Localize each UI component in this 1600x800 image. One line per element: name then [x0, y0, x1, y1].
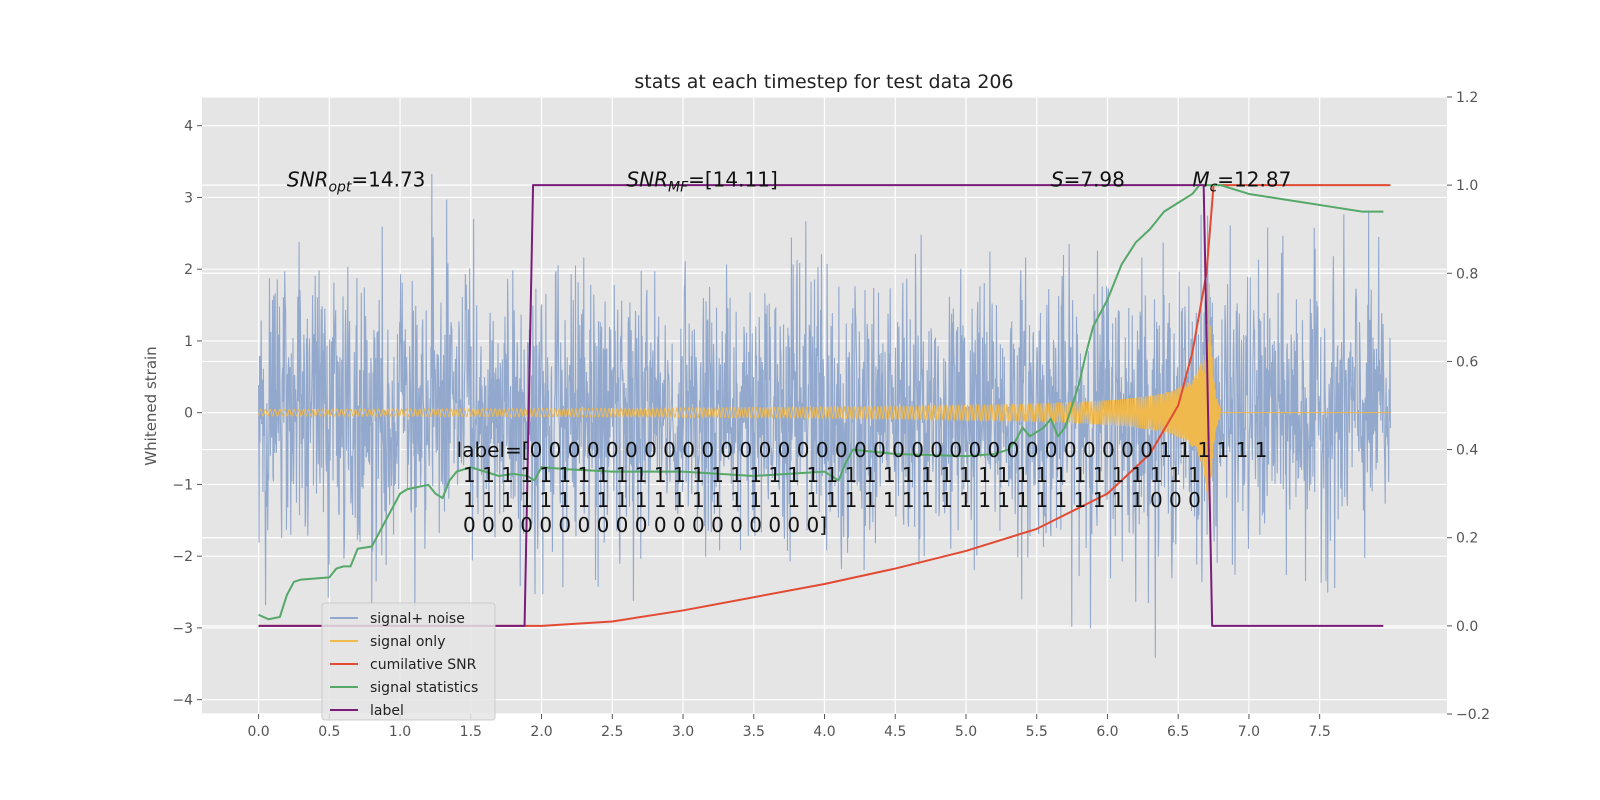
series-line-signal-statistics	[258, 184, 1384, 621]
y-axis-label: Whitened strain	[142, 346, 160, 465]
y-axis-ticks: −4 −3 −2 −1 0 1 2 3 4	[172, 119, 202, 709]
y-tick-label: −4	[172, 693, 193, 709]
x-tick-label: 4.0	[813, 724, 835, 740]
x-tick-label: 6.5	[1167, 724, 1189, 740]
y-tick-label: 0	[184, 406, 193, 422]
x-tick-label: 1.5	[460, 724, 482, 740]
x-tick-label: 3.5	[743, 724, 765, 740]
y-tick-label: −1	[172, 477, 193, 493]
x-tick-label: 3.0	[672, 724, 694, 740]
x-axis-ticks: 0.0 0.5 1.0 1.5 2.0 2.5 3.0 3.5 4.0 4.5 5.0 5.5 6.0 6…	[247, 714, 1331, 740]
series-line-cumilative-snr	[258, 184, 1391, 627]
series-signal-only	[258, 283, 1391, 523]
x-tick-label: 5.5	[1026, 724, 1048, 740]
legend: signal+ noise signal only cumilative SNR si…	[321, 602, 496, 721]
legend-label: signal+ noise	[370, 611, 465, 627]
x-tick-label: 5.0	[955, 724, 977, 740]
label-array-line: label=[0 0 0 0 0 0 0 0 0 0 0 0 0 0 0 0 0…	[457, 438, 1268, 462]
annotation-text: Mc=12.87	[1192, 168, 1291, 196]
x-tick-label: 7.0	[1238, 724, 1260, 740]
label-array-line: 1 1 1 1 1 1 1 1 1 1 1 1 1 1 1 1 1 1 1 1 …	[457, 463, 1201, 487]
annotations: SNRopt=14.73 SNRMF=[14.11] S=7.98 Mc=12.87 l…	[287, 168, 1291, 538]
series-signal-noise	[258, 173, 1391, 658]
x-tick-label: 2.5	[601, 724, 623, 740]
y2-tick-label: 0.0	[1456, 619, 1478, 635]
legend-label: cumilative SNR	[370, 657, 477, 673]
y2-axis-ticks: −0.2 0.0 0.2 0.4 0.6 0.8 1.0 1.2	[1447, 90, 1490, 723]
y-tick-label: −3	[172, 621, 193, 637]
annotation-text: SNRopt=14.73	[287, 168, 426, 196]
legend-label: label	[370, 703, 404, 719]
y-tick-label: 1	[184, 334, 193, 350]
y-tick-label: −2	[172, 549, 193, 565]
x-tick-label: 6.0	[1096, 724, 1118, 740]
x-tick-label: 2.0	[530, 724, 552, 740]
signal-noise-line	[258, 173, 1391, 658]
y2-tick-label: 0.6	[1456, 354, 1478, 370]
y2-tick-label: 0.8	[1456, 266, 1478, 282]
y2-tick-label: 0.4	[1456, 443, 1478, 459]
y2-tick-label: 1.2	[1456, 90, 1478, 106]
legend-label: signal only	[370, 634, 445, 650]
y-tick-label: 4	[184, 119, 193, 135]
x-tick-label: 0.0	[247, 724, 269, 740]
y2-tick-label: −0.2	[1456, 707, 1490, 723]
x-tick-label: 4.5	[884, 724, 906, 740]
y2-tick-label: 0.2	[1456, 531, 1478, 547]
y-tick-label: 2	[184, 262, 193, 278]
legend-label: signal statistics	[370, 680, 478, 696]
y-tick-label: 3	[184, 190, 193, 206]
y2-tick-label: 1.0	[1456, 178, 1478, 194]
annotation-text: SNRMF=[14.11]	[626, 168, 777, 196]
label-array-line: 1 1 1 1 1 1 1 1 1 1 1 1 1 1 1 1 1 1 1 1 …	[457, 488, 1201, 512]
x-tick-label: 1.0	[389, 724, 411, 740]
signal-only-line	[258, 283, 1391, 523]
x-tick-label: 0.5	[318, 724, 340, 740]
label-array-line: 0 0 0 0 0 0 0 0 0 0 0 0 0 0 0 0 0 0 0]	[457, 513, 827, 537]
chart-title: stats at each timestep for test data 206	[634, 71, 1013, 93]
legend-box	[321, 602, 496, 721]
annotation-text: S=7.98	[1051, 168, 1125, 192]
x-tick-label: 7.5	[1309, 724, 1331, 740]
